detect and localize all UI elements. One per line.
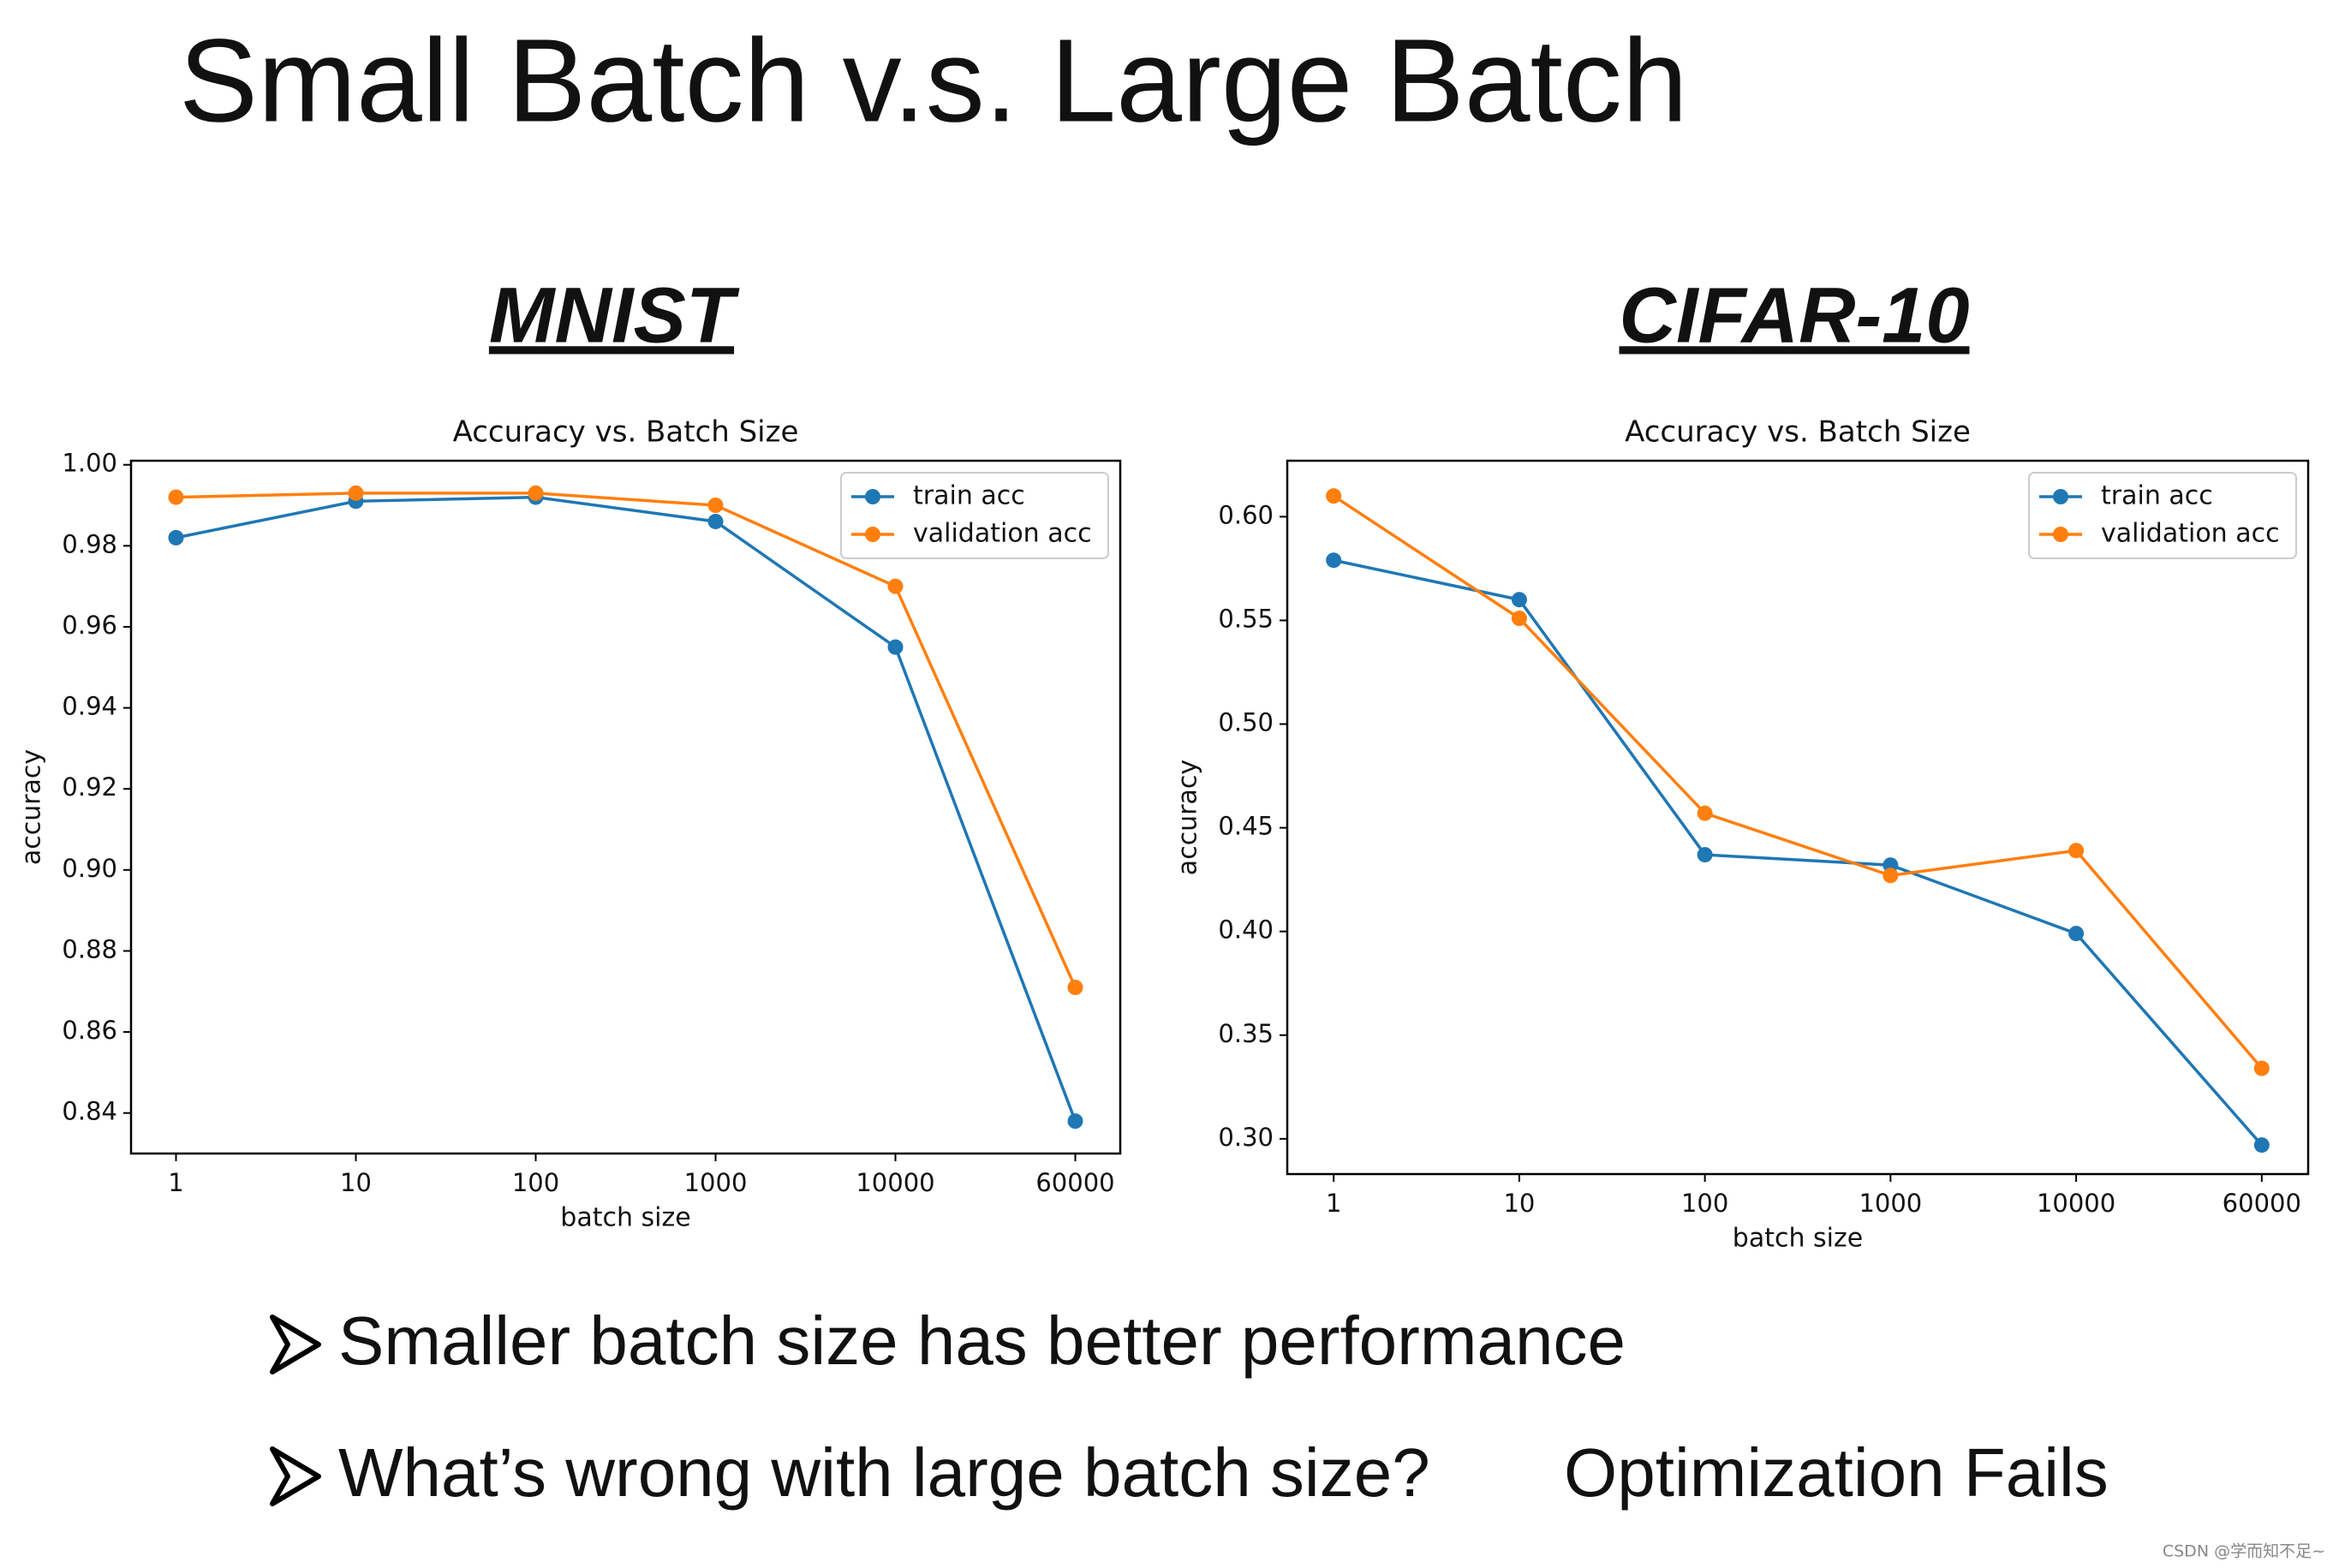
data-point [707, 498, 724, 514]
y-axis-label: accuracy [17, 749, 47, 865]
data-point [2068, 926, 2085, 942]
legend-swatch-marker [865, 489, 880, 504]
series-line [176, 492, 1077, 988]
y-tick-label: 1.00 [62, 449, 117, 478]
series-line [1333, 494, 2264, 1070]
y-tick-label: 0.90 [62, 854, 117, 883]
data-point [1697, 805, 1713, 821]
bullet-1: Smaller batch size has better performanc… [270, 1303, 1626, 1379]
legend-box [2028, 472, 2297, 559]
y-axis-label: accuracy [1173, 760, 1203, 875]
data-point [528, 485, 544, 501]
y-tick-label: 0.35 [1218, 1019, 1274, 1048]
y-tick-label: 0.92 [62, 772, 117, 802]
chart-heading: MNIST [489, 271, 740, 359]
chart: MNIST Accuracy vs. Batch Size 0.84 0.86 0.88… [17, 271, 1122, 1233]
bullet-text: What’s wrong with large batch size? [338, 1434, 1430, 1511]
x-tick-label: 60000 [2223, 1189, 2301, 1218]
legend-box [840, 472, 1109, 559]
x-axis-label: batch size [1733, 1224, 1863, 1254]
data-point [887, 578, 904, 594]
y-tick-label: 0.94 [62, 692, 117, 721]
legend-label: train acc [913, 481, 1025, 511]
chart-title: Accuracy vs. Batch Size [453, 415, 799, 450]
data-point [887, 639, 904, 655]
x-tick-label: 1000 [1859, 1189, 1922, 1218]
legend-swatch-marker [865, 527, 880, 542]
legend-label: validation acc [913, 519, 1092, 549]
legend-swatch-marker [2053, 527, 2068, 542]
legend-label: validation acc [2101, 519, 2280, 549]
y-tick-label: 0.30 [1218, 1123, 1274, 1152]
y-tick-label: 0.88 [62, 934, 117, 963]
bullet-2: What’s wrong with large batch size? Opti… [270, 1434, 2109, 1511]
slide-title: Small Batch v.s. Large Batch [179, 15, 1688, 146]
data-point [168, 529, 184, 546]
y-tick-label: 0.55 [1218, 604, 1274, 633]
data-point [2068, 843, 2085, 859]
x-tick-label: 10000 [2037, 1189, 2115, 1218]
y-tick-label: 0.98 [62, 529, 117, 558]
data-point [1883, 867, 1899, 884]
legend: train acc validation acc [2028, 472, 2297, 559]
x-tick-label: 1 [1326, 1189, 1341, 1218]
plot-frame [1286, 459, 2310, 1176]
data-point [348, 485, 364, 501]
bullet-text: Smaller batch size has better performanc… [338, 1303, 1626, 1379]
x-tick-label: 10 [340, 1168, 372, 1197]
chart-heading: CIFAR-10 [1620, 271, 1970, 359]
x-tick-label: 100 [512, 1168, 559, 1197]
plot-frame [129, 459, 1122, 1155]
bullet-arrow [270, 1446, 321, 1506]
y-tick-label: 0.60 [1218, 500, 1274, 529]
legend-label: train acc [2101, 481, 2213, 511]
chart-title: Accuracy vs. Batch Size [1625, 415, 1971, 450]
y-tick-label: 0.86 [62, 1016, 117, 1045]
y-tick-label: 0.40 [1218, 915, 1274, 945]
y-tick-label: 0.84 [62, 1097, 117, 1126]
x-tick-label: 100 [1681, 1189, 1728, 1218]
y-tick-label: 0.45 [1218, 812, 1274, 841]
bullet-answer: Optimization Fails [1564, 1434, 2109, 1511]
x-tick-label: 60000 [1035, 1168, 1114, 1197]
y-tick-label: 0.96 [62, 611, 117, 640]
watermark: CSDN @学而知不足~ [2163, 1542, 2325, 1561]
data-point [2253, 1060, 2270, 1076]
x-tick-label: 10 [1503, 1189, 1535, 1218]
x-tick-label: 1000 [684, 1168, 748, 1197]
data-point [1326, 488, 1342, 504]
data-point [1067, 980, 1083, 996]
x-tick-label: 1 [168, 1168, 183, 1197]
x-tick-label: 10000 [856, 1168, 934, 1197]
legend: train acc validation acc [840, 472, 1109, 559]
legend-swatch-marker [2053, 489, 2068, 504]
data-point [707, 513, 724, 529]
data-point [1697, 847, 1713, 863]
series-line [1333, 558, 2264, 1147]
data-point [1067, 1113, 1083, 1130]
data-point [2253, 1137, 2270, 1154]
chart: CIFAR-10 Accuracy vs. Batch Size 0.30 0.35 0… [1173, 271, 2310, 1254]
data-point [1511, 611, 1527, 627]
data-point [168, 489, 184, 505]
data-point [1511, 592, 1527, 608]
y-tick-label: 0.50 [1218, 708, 1274, 737]
bullet-arrow [270, 1315, 321, 1374]
series-line [176, 495, 1077, 1122]
data-point [1326, 552, 1342, 569]
x-axis-label: batch size [560, 1203, 690, 1233]
